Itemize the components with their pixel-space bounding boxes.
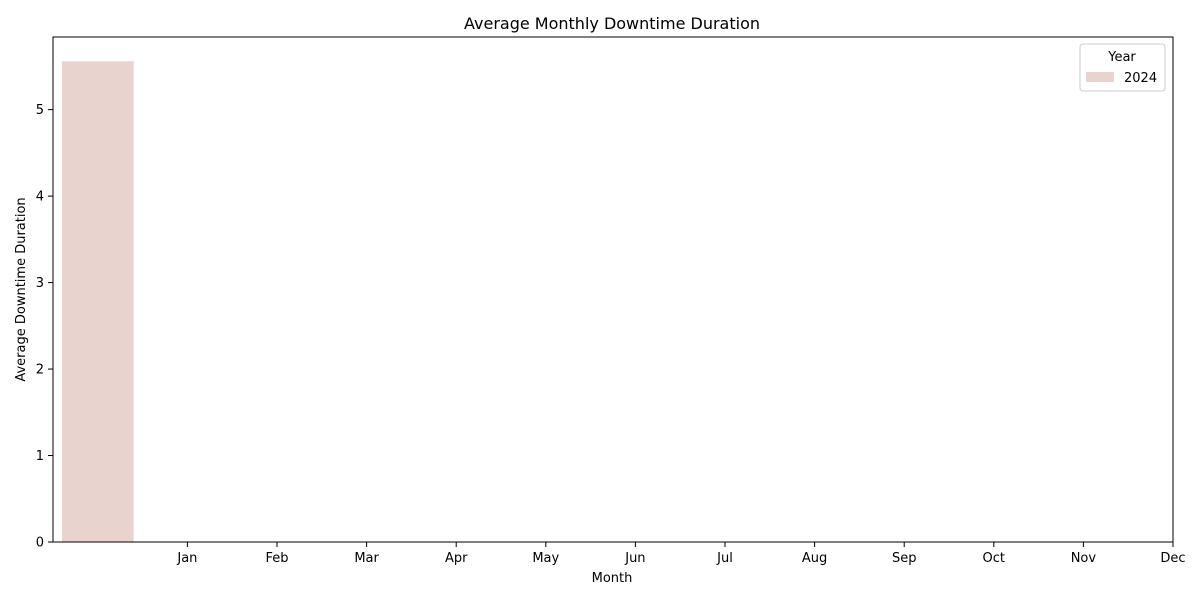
legend-label-2024: 2024 <box>1124 71 1157 86</box>
bar-2024-Jan <box>61 61 134 542</box>
y-tick-label: 1 <box>36 449 44 464</box>
x-tick-label: Dec <box>1160 551 1185 566</box>
x-tick-label: Sep <box>892 551 917 566</box>
x-tick-label: Nov <box>1071 551 1097 566</box>
chart-title: Average Monthly Downtime Duration <box>464 14 760 33</box>
y-tick-label: 0 <box>36 536 44 551</box>
x-tick-label: Jun <box>624 551 645 566</box>
y-tick-label: 2 <box>36 363 44 378</box>
x-tick-label: Jan <box>176 551 197 566</box>
x-tick-label: Jul <box>716 551 733 566</box>
x-tick-label: May <box>532 551 559 566</box>
y-tick-label: 4 <box>36 190 44 205</box>
x-tick-label: Aug <box>802 551 827 566</box>
plot-frame <box>52 36 1174 543</box>
x-tick-label: Apr <box>445 551 468 566</box>
x-axis: Jan Feb Mar Apr May Jun Jul Aug Sep Oct Nov Dec <box>176 542 1186 566</box>
x-tick-label: Mar <box>354 551 379 566</box>
y-axis-label: Average Downtime Duration <box>14 197 29 381</box>
legend-swatch-2024 <box>1086 72 1114 82</box>
y-axis: 0 1 2 3 4 5 <box>36 103 53 551</box>
x-axis-label: Month <box>592 571 633 586</box>
x-tick-label: Feb <box>265 551 288 566</box>
legend-title: Year <box>1107 50 1136 65</box>
y-tick-label: 3 <box>36 276 44 291</box>
legend: Year 2024 <box>1079 43 1166 92</box>
y-tick-label: 5 <box>36 103 44 118</box>
x-tick-label: Oct <box>983 551 1005 566</box>
bars-layer <box>61 61 134 542</box>
